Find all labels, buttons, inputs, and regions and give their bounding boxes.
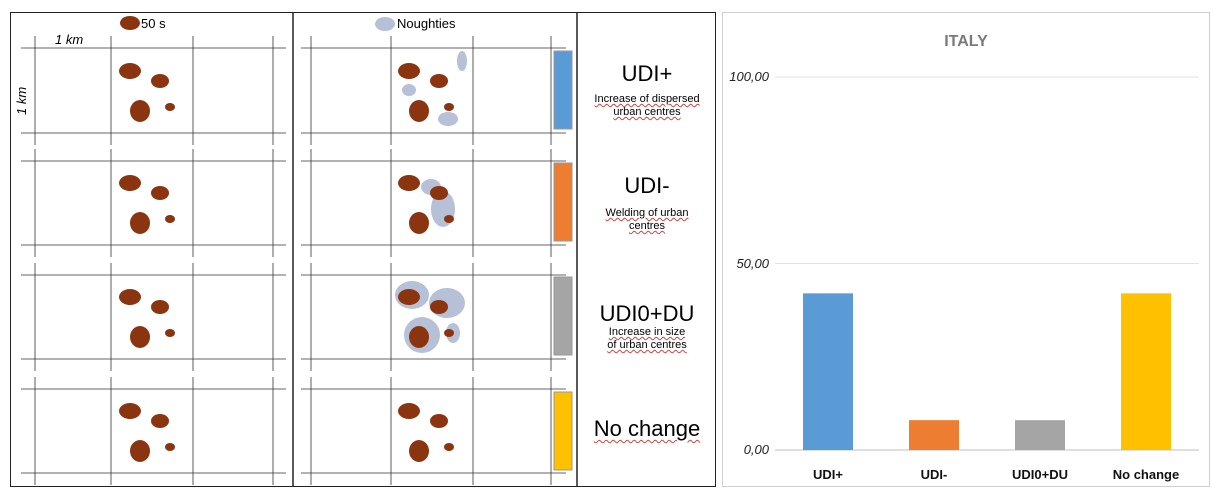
fifties-blob: [119, 175, 141, 191]
noughties-blob: [402, 84, 416, 96]
noughties-blob: [438, 112, 458, 126]
category-color-bar: [553, 276, 573, 356]
x-category-label: UDI+: [813, 467, 843, 482]
category-title: UDI0+DU: [599, 301, 695, 326]
italy-chart: ITALY 0,00 50,00 100,00 UDI+ UDI- UDI0+DU No …: [722, 12, 1210, 487]
category-desc: Increase of dispersed: [594, 93, 700, 105]
fifties-blob: [151, 74, 169, 88]
bar: [1015, 420, 1065, 450]
fifties-blob: [130, 326, 150, 348]
urban-change-schematic: 50 s Noughties 1 km 1 km UDI+ Increase o…: [10, 12, 716, 487]
fifties-blob: [409, 326, 429, 348]
fifties-blob: [165, 215, 175, 223]
fifties-blob: [165, 103, 175, 111]
fifties-blob: [430, 300, 448, 314]
fifties-blob: [130, 100, 150, 122]
fifties-blob: [398, 403, 420, 419]
fifties-blob: [430, 74, 448, 88]
noughties-swatch-icon: [375, 17, 395, 31]
fifties-blob: [119, 403, 141, 419]
bar: [1121, 293, 1171, 450]
scale-y-label: 1 km: [14, 86, 29, 115]
y-tick-label: 100,00: [729, 69, 769, 84]
fifties-blob: [444, 443, 454, 451]
x-category-label: No change: [1112, 467, 1180, 482]
fifties-blob: [444, 103, 454, 111]
category-title: No change: [593, 416, 701, 441]
fifties-swatch-icon: [120, 16, 140, 30]
fifties-label: 50 s: [141, 15, 166, 31]
y-tick-label: 50,00: [736, 255, 769, 271]
fifties-blob: [119, 289, 141, 305]
x-category-label: UDI0+DU: [1012, 467, 1068, 482]
fifties-blob: [409, 100, 429, 122]
category-udi-minus: UDI- Welding of urban centres: [577, 173, 717, 233]
category-udi0-du: UDI0+DU Increase in size of urban centre…: [577, 301, 717, 352]
category-color-bar: [553, 391, 573, 471]
category-desc: urban centres: [613, 106, 681, 118]
category-title: UDI+: [621, 61, 673, 86]
y-tick-label: 0,00: [743, 442, 769, 457]
fifties-blob: [165, 329, 175, 337]
chart-title: ITALY: [944, 33, 988, 50]
noughties-label: Noughties: [397, 15, 456, 31]
fifties-blob: [398, 289, 420, 305]
fifties-blob: [398, 63, 420, 79]
x-category-label: UDI-: [920, 467, 948, 482]
fifties-legend: 50 s: [119, 15, 166, 31]
scale-x-label: 1 km: [55, 32, 84, 47]
category-color-bar: [553, 162, 573, 242]
fifties-blob: [130, 212, 150, 234]
fifties-blob: [151, 300, 169, 314]
category-color-bar: [553, 50, 573, 130]
fifties-blob: [398, 175, 420, 191]
fifties-blob: [409, 440, 429, 462]
category-title: UDI-: [624, 173, 670, 198]
bar-chart: [775, 76, 1199, 451]
fifties-blob: [119, 63, 141, 79]
category-udi-plus: UDI+ Increase of dispersed urban centres: [577, 61, 717, 119]
bar: [909, 420, 959, 450]
category-desc: Increase in size: [608, 326, 686, 338]
fifties-blob: [430, 186, 448, 200]
fifties-blob: [165, 443, 175, 451]
bar: [803, 293, 853, 450]
fifties-blob: [444, 329, 454, 337]
fifties-blob: [409, 212, 429, 234]
fifties-blob: [151, 414, 169, 428]
fifties-blob: [444, 215, 454, 223]
noughties-blob: [457, 51, 467, 71]
fifties-blob: [430, 414, 448, 428]
fifties-blob: [151, 186, 169, 200]
category-no-change: No change: [577, 416, 717, 442]
schematic-grid: [21, 13, 578, 486]
category-desc: of urban centres: [607, 339, 687, 351]
category-desc: Welding of urban: [605, 207, 689, 219]
noughties-legend: Noughties: [373, 15, 456, 31]
category-desc: centres: [628, 220, 666, 232]
fifties-blob: [130, 440, 150, 462]
